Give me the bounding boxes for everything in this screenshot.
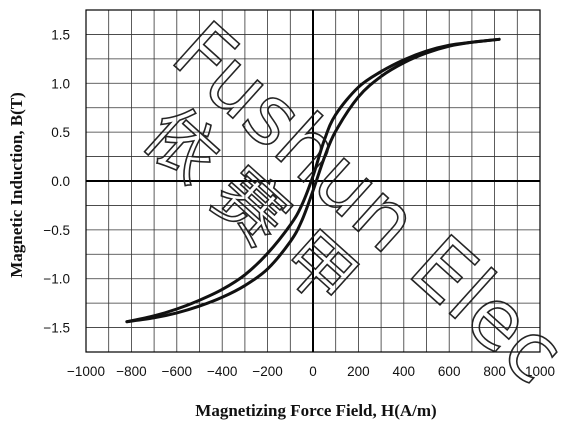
x-axis-title: Magnetizing Force Field, H(A/m) — [195, 401, 436, 420]
y-tick-label: 0.5 — [51, 125, 70, 140]
y-tick-label: −1.0 — [43, 272, 70, 287]
series-group — [125, 37, 501, 324]
x-tick-label: −200 — [252, 364, 282, 379]
watermark: Fushun Elec 依 赛 甲 — [128, 3, 561, 403]
x-tick-label: 1000 — [525, 364, 555, 379]
x-tick-label: −1000 — [67, 364, 105, 379]
x-tick-label: 0 — [309, 364, 317, 379]
series-line-1 — [125, 37, 501, 324]
x-tick-label: −600 — [162, 364, 192, 379]
y-axis-title: Magnetic Induction, B(T) — [7, 92, 26, 278]
tick-labels: −1000 −800 −600 −400 −200 0 200 400 600 800 1000 −1… — [43, 27, 555, 379]
axes — [85, 9, 541, 353]
y-tick-label: −1.5 — [43, 321, 70, 336]
y-tick-label: −0.5 — [43, 223, 70, 238]
series-line-2 — [125, 37, 501, 324]
x-tick-label: 600 — [438, 364, 461, 379]
y-tick-label: 1.0 — [51, 76, 70, 91]
x-tick-label: 200 — [347, 364, 370, 379]
x-tick-label: −400 — [207, 364, 237, 379]
y-tick-label: 0.0 — [51, 174, 70, 189]
x-tick-label: −800 — [116, 364, 146, 379]
y-tick-label: 1.5 — [51, 27, 70, 42]
x-tick-label: 800 — [483, 364, 506, 379]
x-tick-label: 400 — [393, 364, 416, 379]
